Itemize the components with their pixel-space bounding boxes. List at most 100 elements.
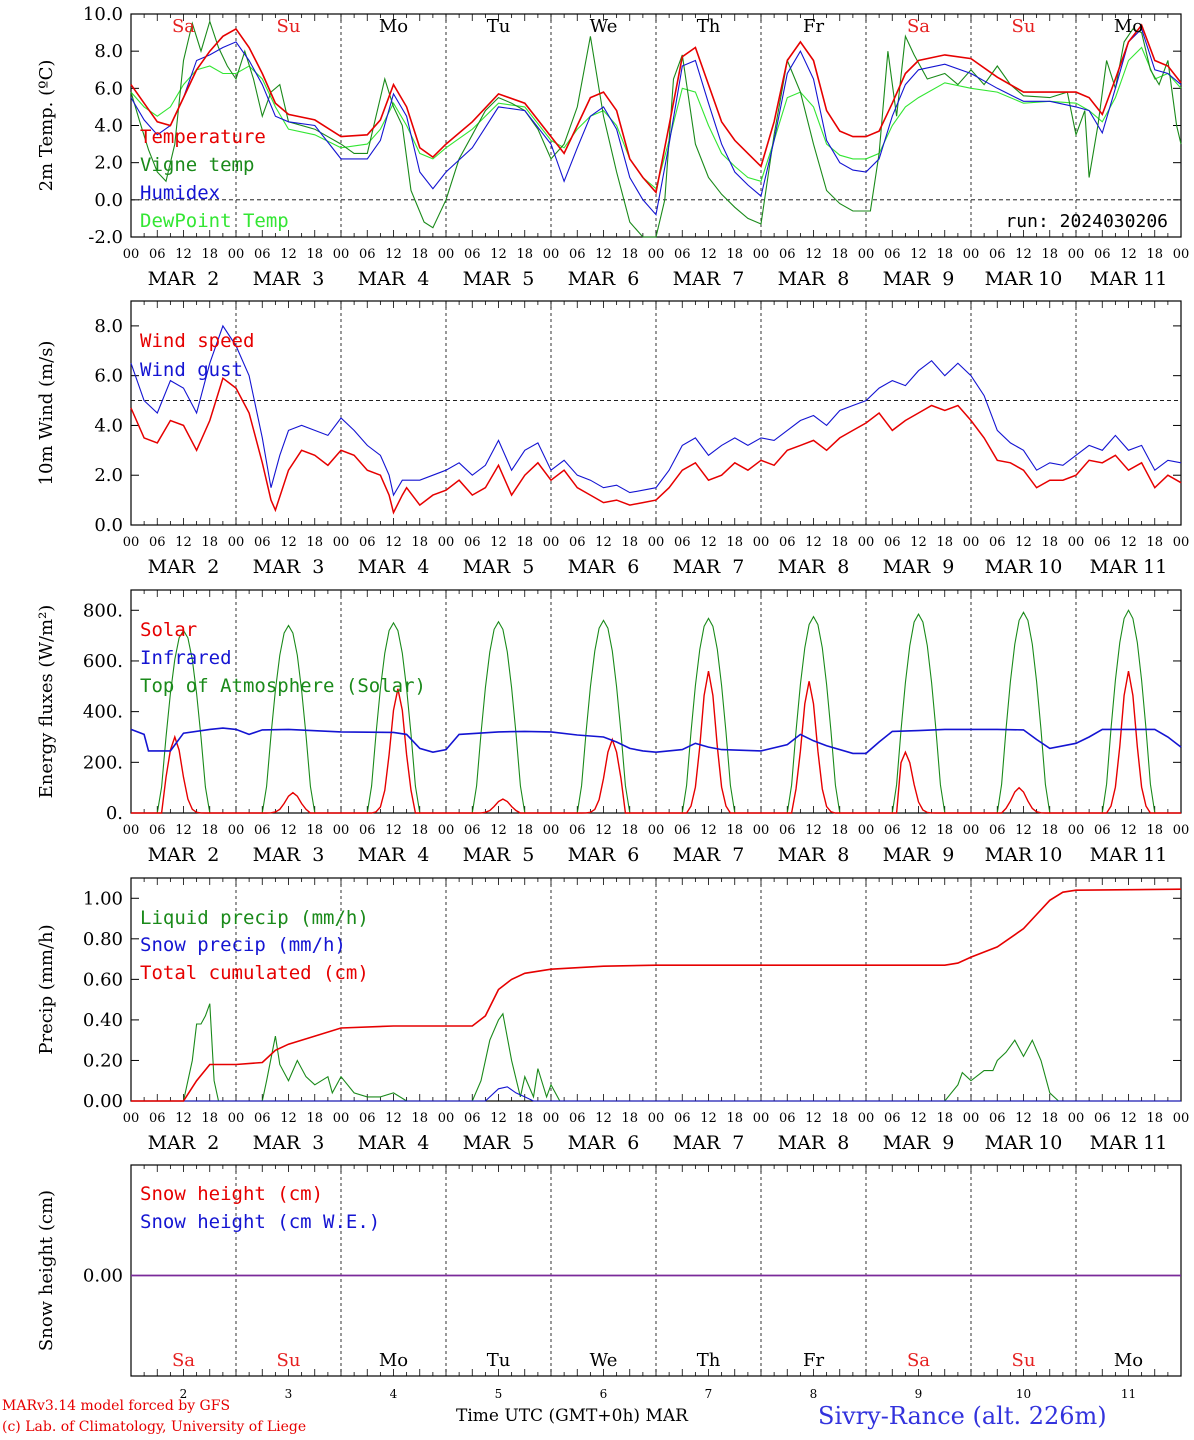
hour-tick-label: 06 <box>569 247 586 262</box>
hour-tick-label: 00 <box>858 247 875 262</box>
hour-tick-label: 18 <box>936 247 953 262</box>
day-name-label: We <box>590 1350 618 1371</box>
series-line-humidex <box>130 27 1182 216</box>
date-label: MAR 3 <box>253 844 325 866</box>
hour-tick-label: 12 <box>910 823 927 838</box>
date-label: MAR 5 <box>463 556 535 578</box>
day-number-label: 3 <box>285 1387 293 1401</box>
date-label: MAR 6 <box>568 556 640 578</box>
hour-tick-label: 00 <box>753 535 770 550</box>
date-label: MAR 3 <box>253 556 325 578</box>
legend-entry-precip: Total cumulated (cm) <box>140 962 369 984</box>
hour-tick-label: 18 <box>306 1111 323 1126</box>
y-tick-label-precip: 0.00 <box>83 1091 123 1112</box>
legend-entry-snow: Snow height (cm) <box>140 1183 323 1205</box>
hour-tick-label: 06 <box>884 1111 901 1126</box>
legend-entry-temp: Humidex <box>140 182 220 204</box>
date-label: MAR 6 <box>568 844 640 866</box>
day-name-label: Su <box>277 16 301 37</box>
legend-entry-wind: Wind gust <box>140 359 243 381</box>
date-label: MAR 9 <box>883 1132 955 1154</box>
hour-tick-label: 18 <box>621 1111 638 1126</box>
series-line-solar <box>131 670 1181 814</box>
y-tick-label-temp: 0.0 <box>94 190 123 211</box>
series-line-snow-precip <box>131 1086 1181 1102</box>
date-label: MAR 8 <box>778 1132 850 1154</box>
day-number-label: 5 <box>495 1387 503 1401</box>
y-tick-label-energy: 200. <box>83 752 123 773</box>
day-name-label: Mo <box>1114 16 1143 37</box>
hour-tick-label: 00 <box>1068 823 1085 838</box>
hour-tick-label: 00 <box>438 535 455 550</box>
y-tick-label-wind: 0.0 <box>94 515 123 536</box>
hour-tick-label: 18 <box>306 535 323 550</box>
hour-tick-label: 06 <box>569 535 586 550</box>
hour-tick-label: 06 <box>359 823 376 838</box>
y-tick-label-precip: 0.40 <box>83 1010 123 1031</box>
day-name-label: Fr <box>803 16 824 37</box>
hour-tick-label: 18 <box>516 823 533 838</box>
hour-tick-label: 06 <box>149 535 166 550</box>
date-label: MAR 2 <box>148 556 220 578</box>
date-label: MAR 4 <box>358 556 430 578</box>
day-name-label: Sa <box>172 1350 195 1371</box>
hour-tick-label: 12 <box>175 823 192 838</box>
y-tick-label-temp: 8.0 <box>94 41 123 62</box>
hour-tick-label: 18 <box>1146 535 1163 550</box>
day-name-label: Tu <box>487 16 511 37</box>
hour-tick-label: 18 <box>411 535 428 550</box>
series-line-temperature <box>130 23 1182 195</box>
hour-tick-label: 00 <box>648 823 665 838</box>
hour-tick-label: 12 <box>490 1111 507 1126</box>
hour-tick-label: 00 <box>438 823 455 838</box>
hour-tick-label: 12 <box>805 823 822 838</box>
hour-tick-label: 06 <box>569 823 586 838</box>
hour-tick-label: 12 <box>1015 247 1032 262</box>
hour-tick-label: 18 <box>621 823 638 838</box>
y-tick-label-precip: 1.00 <box>83 888 123 909</box>
y-axis-label-precip: Precip (mm/h) <box>36 924 57 1054</box>
date-label: MAR 11 <box>1090 844 1168 866</box>
hour-tick-label: 06 <box>989 247 1006 262</box>
hour-tick-label: 18 <box>516 535 533 550</box>
hour-tick-label: 12 <box>805 1111 822 1126</box>
hour-tick-label: 12 <box>385 247 402 262</box>
date-label: MAR 6 <box>568 1132 640 1154</box>
day-number-label: 7 <box>705 1387 713 1401</box>
hour-tick-label: 12 <box>280 823 297 838</box>
day-name-label: Mo <box>1114 1350 1143 1371</box>
hour-tick-label: 00 <box>228 535 245 550</box>
hour-tick-label: 06 <box>779 1111 796 1126</box>
hour-tick-label: 18 <box>306 247 323 262</box>
hour-tick-label: 06 <box>254 535 271 550</box>
hour-tick-label: 00 <box>438 1111 455 1126</box>
hour-tick-label: 06 <box>674 535 691 550</box>
date-label: MAR 8 <box>778 268 850 290</box>
hour-tick-label: 12 <box>1120 247 1137 262</box>
legend-entry-temp: Vigne temp <box>140 154 254 176</box>
hour-tick-label: 12 <box>910 535 927 550</box>
day-name-label: Sa <box>907 16 930 37</box>
date-label: MAR 5 <box>463 844 535 866</box>
hour-tick-label: 06 <box>254 247 271 262</box>
day-number-label: 11 <box>1121 1387 1136 1401</box>
hour-tick-label: 00 <box>963 535 980 550</box>
hour-tick-label: 06 <box>779 535 796 550</box>
y-tick-label-wind: 4.0 <box>94 415 123 436</box>
date-label: MAR 8 <box>778 844 850 866</box>
hour-tick-label: 00 <box>963 823 980 838</box>
day-number-label: 6 <box>600 1387 608 1401</box>
hour-tick-label: 00 <box>1173 1111 1190 1126</box>
hour-tick-label: 18 <box>936 1111 953 1126</box>
y-tick-label-energy: 600. <box>83 651 123 672</box>
hour-tick-label: 00 <box>963 1111 980 1126</box>
hour-tick-label: 12 <box>595 535 612 550</box>
legend-entry-precip: Liquid precip (mm/h) <box>140 907 369 929</box>
hour-tick-label: 12 <box>595 823 612 838</box>
hour-tick-label: 12 <box>385 823 402 838</box>
date-label: MAR 10 <box>985 1132 1063 1154</box>
hour-tick-label: 06 <box>254 823 271 838</box>
hour-tick-label: 18 <box>201 1111 218 1126</box>
date-label: MAR 5 <box>463 268 535 290</box>
